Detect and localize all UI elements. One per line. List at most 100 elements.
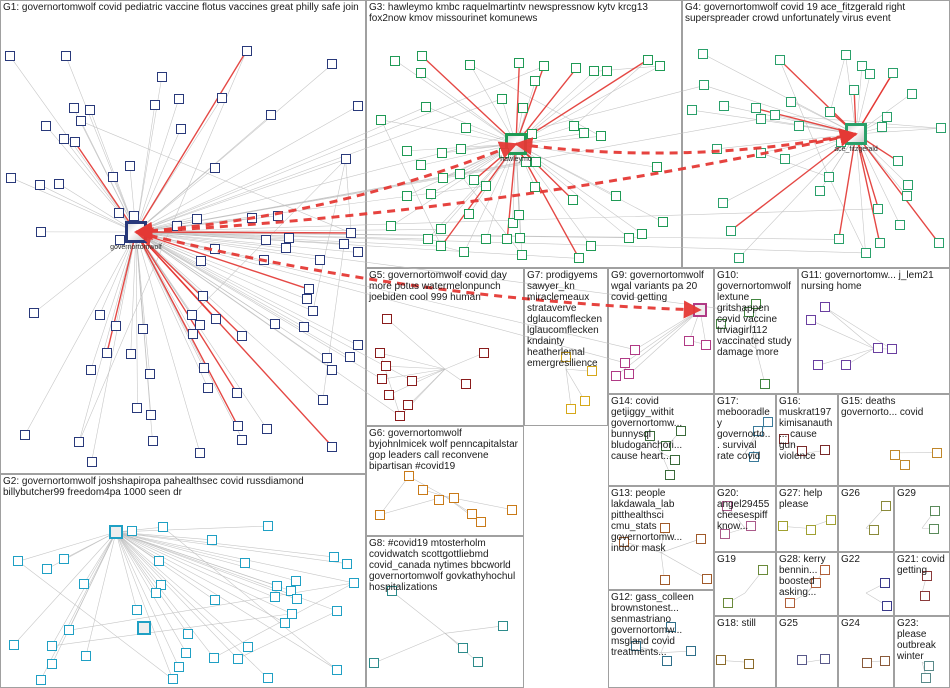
node[interactable] — [41, 121, 51, 131]
node[interactable] — [580, 396, 590, 406]
node[interactable] — [456, 144, 466, 154]
node[interactable] — [157, 72, 167, 82]
node[interactable] — [686, 646, 696, 656]
node[interactable] — [744, 659, 754, 669]
node[interactable] — [514, 58, 524, 68]
node[interactable] — [192, 214, 202, 224]
node[interactable] — [126, 349, 136, 359]
node[interactable] — [461, 379, 471, 389]
node[interactable] — [13, 556, 23, 566]
node[interactable] — [125, 161, 135, 171]
hub-node-hub_g2a[interactable] — [109, 525, 123, 539]
node[interactable] — [381, 361, 391, 371]
node[interactable] — [79, 579, 89, 589]
node[interactable] — [146, 410, 156, 420]
node[interactable] — [174, 94, 184, 104]
node[interactable] — [589, 66, 599, 76]
node[interactable] — [701, 340, 711, 350]
node[interactable] — [322, 353, 332, 363]
node[interactable] — [498, 621, 508, 631]
node[interactable] — [188, 329, 198, 339]
node[interactable] — [568, 195, 578, 205]
node[interactable] — [596, 131, 606, 141]
node[interactable] — [108, 172, 118, 182]
node[interactable] — [292, 594, 302, 604]
node[interactable] — [263, 673, 273, 683]
node[interactable] — [247, 213, 257, 223]
node[interactable] — [611, 191, 621, 201]
node[interactable] — [291, 576, 301, 586]
node[interactable] — [527, 129, 537, 139]
node[interactable] — [207, 535, 217, 545]
node[interactable] — [922, 571, 932, 581]
node[interactable] — [820, 445, 830, 455]
node[interactable] — [111, 321, 121, 331]
node[interactable] — [836, 137, 846, 147]
node[interactable] — [794, 121, 804, 131]
node[interactable] — [59, 554, 69, 564]
node[interactable] — [631, 641, 641, 651]
node[interactable] — [780, 154, 790, 164]
node[interactable] — [473, 657, 483, 667]
node[interactable] — [826, 515, 836, 525]
node[interactable] — [211, 314, 221, 324]
node[interactable] — [586, 241, 596, 251]
node[interactable] — [716, 655, 726, 665]
node[interactable] — [517, 250, 527, 260]
node[interactable] — [531, 157, 541, 167]
node[interactable] — [698, 49, 708, 59]
node[interactable] — [9, 640, 19, 650]
hub-node-hub_g1[interactable] — [125, 221, 147, 243]
node[interactable] — [652, 162, 662, 172]
node[interactable] — [438, 173, 448, 183]
node[interactable] — [417, 51, 427, 61]
node[interactable] — [64, 625, 74, 635]
node[interactable] — [308, 306, 318, 316]
node[interactable] — [342, 559, 352, 569]
node[interactable] — [734, 253, 744, 263]
node[interactable] — [349, 578, 359, 588]
node[interactable] — [746, 521, 756, 531]
node[interactable] — [902, 191, 912, 201]
node[interactable] — [760, 379, 770, 389]
node[interactable] — [824, 172, 834, 182]
node[interactable] — [102, 348, 112, 358]
node[interactable] — [395, 411, 405, 421]
node[interactable] — [670, 455, 680, 465]
node[interactable] — [403, 400, 413, 410]
node[interactable] — [115, 235, 125, 245]
node[interactable] — [497, 94, 507, 104]
node[interactable] — [87, 457, 97, 467]
node[interactable] — [712, 144, 722, 154]
node[interactable] — [437, 148, 447, 158]
node[interactable] — [751, 103, 761, 113]
node[interactable] — [145, 369, 155, 379]
node[interactable] — [195, 320, 205, 330]
node[interactable] — [132, 605, 142, 615]
node[interactable] — [266, 110, 276, 120]
node[interactable] — [806, 315, 816, 325]
node[interactable] — [869, 525, 879, 535]
node[interactable] — [382, 314, 392, 324]
node[interactable] — [423, 234, 433, 244]
node[interactable] — [624, 369, 634, 379]
node[interactable] — [786, 97, 796, 107]
node[interactable] — [95, 310, 105, 320]
node[interactable] — [574, 253, 584, 263]
node[interactable] — [302, 294, 312, 304]
node[interactable] — [684, 336, 694, 346]
node[interactable] — [499, 148, 509, 158]
node[interactable] — [718, 198, 728, 208]
node[interactable] — [479, 348, 489, 358]
node[interactable] — [377, 374, 387, 384]
node[interactable] — [924, 661, 934, 671]
node[interactable] — [375, 510, 385, 520]
node[interactable] — [888, 68, 898, 78]
node[interactable] — [903, 180, 913, 190]
node[interactable] — [530, 182, 540, 192]
node[interactable] — [723, 598, 733, 608]
node[interactable] — [481, 234, 491, 244]
node[interactable] — [402, 146, 412, 156]
node[interactable] — [569, 121, 579, 131]
node[interactable] — [921, 673, 931, 683]
